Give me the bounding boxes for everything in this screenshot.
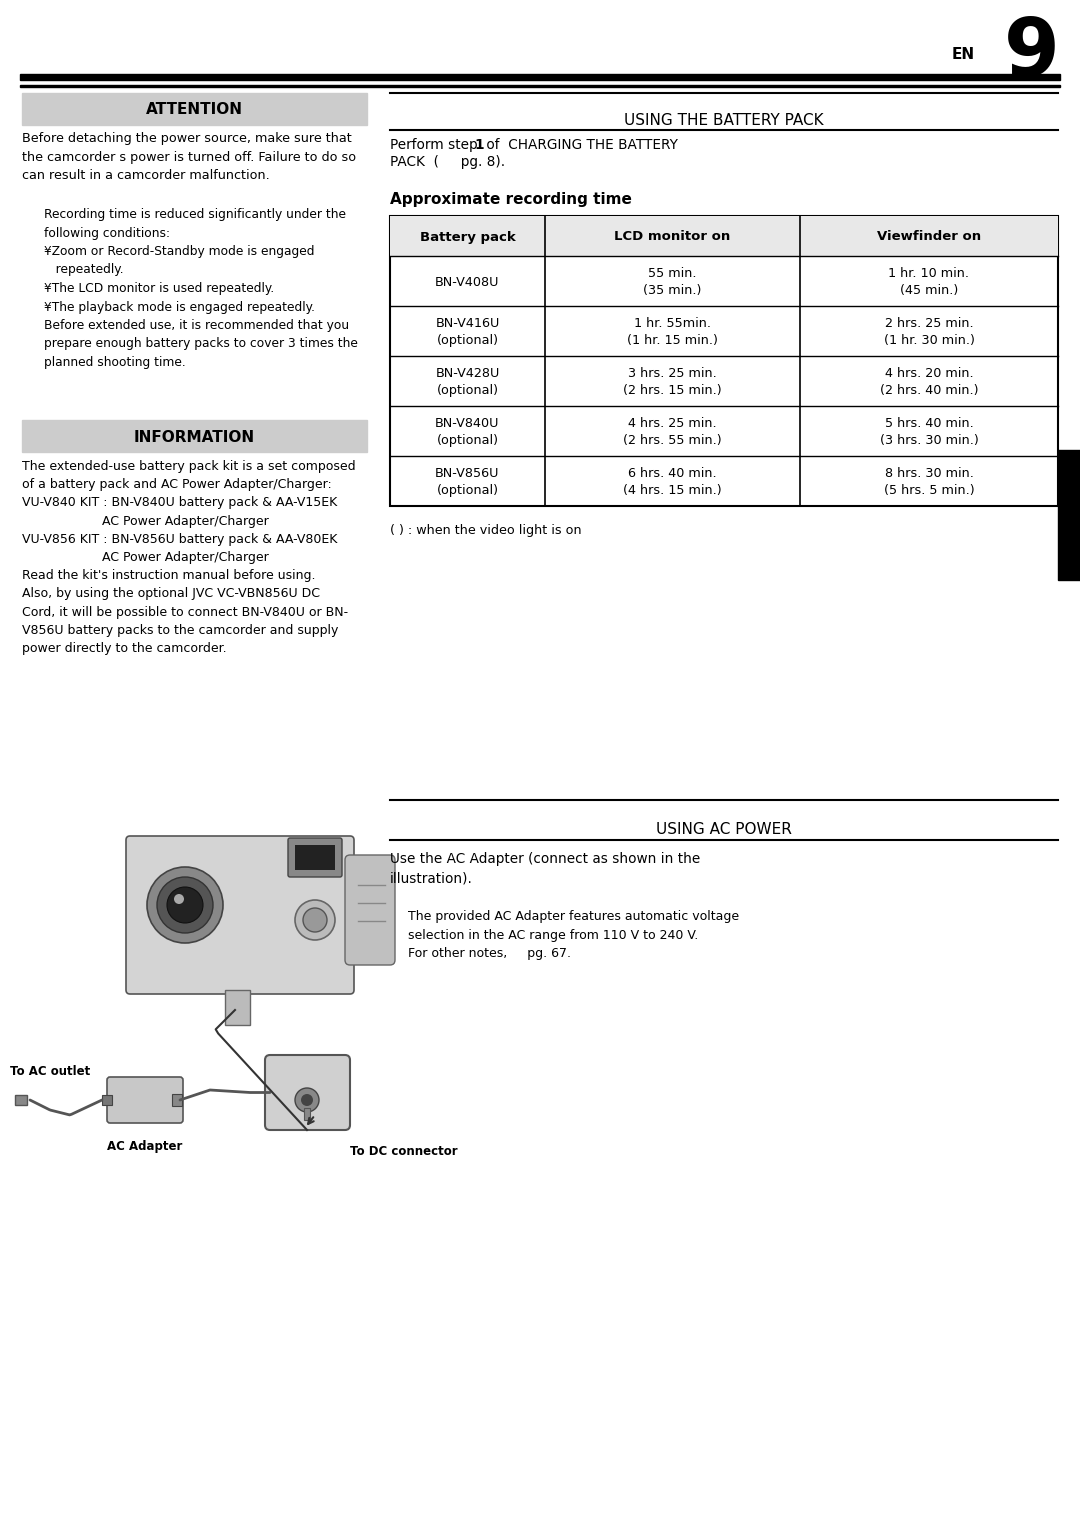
Text: AC Adapter: AC Adapter (107, 1141, 183, 1153)
Text: 9: 9 (1004, 15, 1059, 94)
Text: Viewfinder on: Viewfinder on (877, 230, 981, 244)
Text: BN-V408U: BN-V408U (435, 276, 500, 288)
Text: BN-V428U
(optional): BN-V428U (optional) (435, 366, 500, 397)
Bar (225, 990, 249, 1026)
Bar (390, 216, 1058, 256)
Circle shape (174, 894, 184, 904)
Text: The provided AC Adapter features automatic voltage
selection in the AC range fro: The provided AC Adapter features automat… (408, 911, 739, 960)
Bar (1058, 451, 1080, 579)
Bar (21, 84, 1059, 87)
Text: Use the AC Adapter (connect as shown in the
illustration).: Use the AC Adapter (connect as shown in … (390, 852, 700, 886)
FancyBboxPatch shape (345, 855, 395, 964)
Text: 1 hr. 10 min.
(45 min.): 1 hr. 10 min. (45 min.) (889, 267, 970, 297)
Bar (172, 1095, 183, 1105)
Text: ATTENTION: ATTENTION (146, 103, 243, 118)
Circle shape (303, 908, 327, 932)
FancyBboxPatch shape (288, 839, 342, 877)
Bar (22, 94, 367, 126)
Text: 3 hrs. 25 min.
(2 hrs. 15 min.): 3 hrs. 25 min. (2 hrs. 15 min.) (623, 366, 721, 397)
Bar (295, 845, 335, 871)
Text: EN: EN (951, 48, 975, 61)
Circle shape (301, 1095, 313, 1105)
Bar (21, 74, 1059, 80)
Text: 1: 1 (474, 138, 484, 152)
Text: LCD monitor on: LCD monitor on (615, 230, 731, 244)
FancyBboxPatch shape (126, 835, 354, 993)
Text: Recording time is reduced significantly under the
following conditions:
¥Zoom or: Recording time is reduced significantly … (44, 208, 357, 369)
Bar (390, 216, 1058, 506)
Text: USING AC POWER: USING AC POWER (656, 822, 792, 837)
Text: BN-V856U
(optional): BN-V856U (optional) (435, 466, 500, 497)
Text: ( ) : when the video light is on: ( ) : when the video light is on (390, 524, 582, 537)
Circle shape (147, 868, 222, 943)
Text: USING THE BATTERY PACK: USING THE BATTERY PACK (624, 113, 824, 127)
Text: 6 hrs. 40 min.
(4 hrs. 15 min.): 6 hrs. 40 min. (4 hrs. 15 min.) (623, 466, 721, 497)
Text: 5 hrs. 40 min.
(3 hrs. 30 min.): 5 hrs. 40 min. (3 hrs. 30 min.) (879, 417, 978, 448)
Text: The extended-use battery pack kit is a set composed
of a battery pack and AC Pow: The extended-use battery pack kit is a s… (22, 460, 355, 655)
Text: To DC connector: To DC connector (350, 1145, 458, 1157)
Text: Perform step: Perform step (390, 138, 482, 152)
Text: Approximate recording time: Approximate recording time (390, 192, 632, 207)
Text: 4 hrs. 25 min.
(2 hrs. 55 min.): 4 hrs. 25 min. (2 hrs. 55 min.) (623, 417, 721, 448)
Bar (22, 420, 367, 452)
Circle shape (167, 888, 203, 923)
Text: 4 hrs. 20 min.
(2 hrs. 40 min.): 4 hrs. 20 min. (2 hrs. 40 min.) (880, 366, 978, 397)
Text: Battery pack: Battery pack (420, 230, 515, 244)
Text: 1 hr. 55min.
(1 hr. 15 min.): 1 hr. 55min. (1 hr. 15 min.) (627, 317, 718, 348)
Bar (303, 1108, 310, 1121)
Circle shape (295, 1088, 319, 1111)
Text: PACK  (     pg. 8).: PACK ( pg. 8). (390, 155, 505, 169)
FancyBboxPatch shape (107, 1078, 183, 1124)
Text: 2 hrs. 25 min.
(1 hr. 30 min.): 2 hrs. 25 min. (1 hr. 30 min.) (883, 317, 974, 348)
Text: To AC outlet: To AC outlet (10, 1065, 91, 1078)
Bar (15, 1095, 27, 1105)
Text: 55 min.
(35 min.): 55 min. (35 min.) (644, 267, 702, 297)
FancyBboxPatch shape (265, 1055, 350, 1130)
Text: Before detaching the power source, make sure that
the camcorder s power is turne: Before detaching the power source, make … (22, 132, 356, 182)
Circle shape (157, 877, 213, 934)
Text: of  CHARGING THE BATTERY: of CHARGING THE BATTERY (482, 138, 678, 152)
Bar (102, 1095, 112, 1105)
Circle shape (295, 900, 335, 940)
Text: BN-V416U
(optional): BN-V416U (optional) (435, 317, 500, 348)
Text: 8 hrs. 30 min.
(5 hrs. 5 min.): 8 hrs. 30 min. (5 hrs. 5 min.) (883, 466, 974, 497)
Text: BN-V840U
(optional): BN-V840U (optional) (435, 417, 500, 448)
Text: INFORMATION: INFORMATION (134, 429, 255, 445)
